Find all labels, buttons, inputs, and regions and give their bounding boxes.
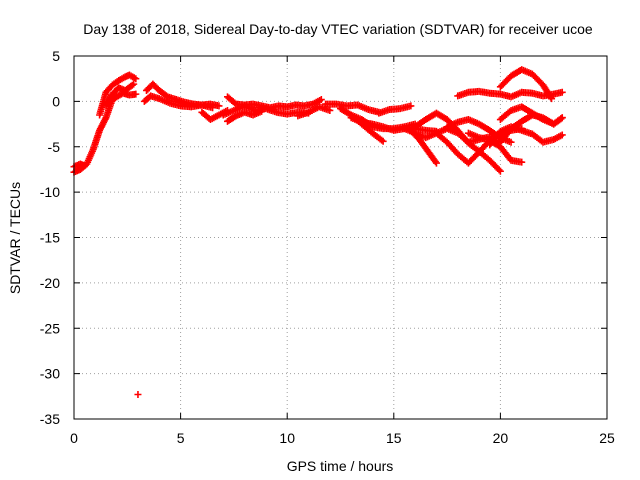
- data-point: [317, 96, 325, 104]
- data-point: [258, 107, 266, 115]
- data-point: [558, 114, 566, 122]
- data-point: [326, 106, 334, 114]
- y-tick-label: 5: [52, 48, 60, 64]
- x-tick-label: 20: [493, 430, 509, 446]
- data-point: [128, 81, 136, 89]
- x-tick-label: 0: [70, 430, 78, 446]
- data-point: [134, 390, 142, 398]
- axis-ticks: 0 5 10 15 20 25 5 0 -5 -10 -15 -20 -25 -30 -35: [40, 48, 615, 446]
- data-point: [431, 158, 439, 166]
- data-point: [81, 162, 89, 170]
- data-point: [132, 90, 140, 98]
- data-points: [70, 66, 566, 398]
- data-point: [132, 75, 140, 83]
- data-point: [518, 158, 526, 166]
- x-tick-label: 10: [279, 430, 295, 446]
- y-tick-label: -15: [40, 230, 60, 246]
- x-tick-label: 5: [177, 430, 185, 446]
- y-tick-label: -35: [40, 411, 60, 427]
- x-axis-label: GPS time / hours: [287, 458, 394, 474]
- data-point: [378, 136, 386, 144]
- data-point: [215, 102, 223, 110]
- data-point: [558, 88, 566, 96]
- chart-title: Day 138 of 2018, Sidereal Day-to-day VTE…: [83, 21, 593, 37]
- data-point: [379, 137, 387, 145]
- data-point: [558, 131, 566, 139]
- y-tick-label: 0: [52, 93, 60, 109]
- data-point: [557, 115, 565, 123]
- data-point: [209, 104, 217, 112]
- y-tick-label: -20: [40, 275, 60, 291]
- x-tick-label: 25: [599, 430, 615, 446]
- data-point: [548, 95, 556, 103]
- y-tick-label: -25: [40, 320, 60, 336]
- data-point: [495, 166, 503, 174]
- y-tick-label: -30: [40, 366, 60, 382]
- y-tick-label: -5: [48, 139, 61, 155]
- data-point: [496, 167, 504, 175]
- data-point: [432, 159, 440, 167]
- data-point: [130, 80, 138, 88]
- data-point: [547, 93, 555, 101]
- data-point: [407, 102, 415, 110]
- data-point: [507, 138, 515, 146]
- y-tick-label: -10: [40, 184, 60, 200]
- x-tick-label: 15: [386, 430, 402, 446]
- y-axis-label: SDTVAR / TECUs: [7, 182, 23, 294]
